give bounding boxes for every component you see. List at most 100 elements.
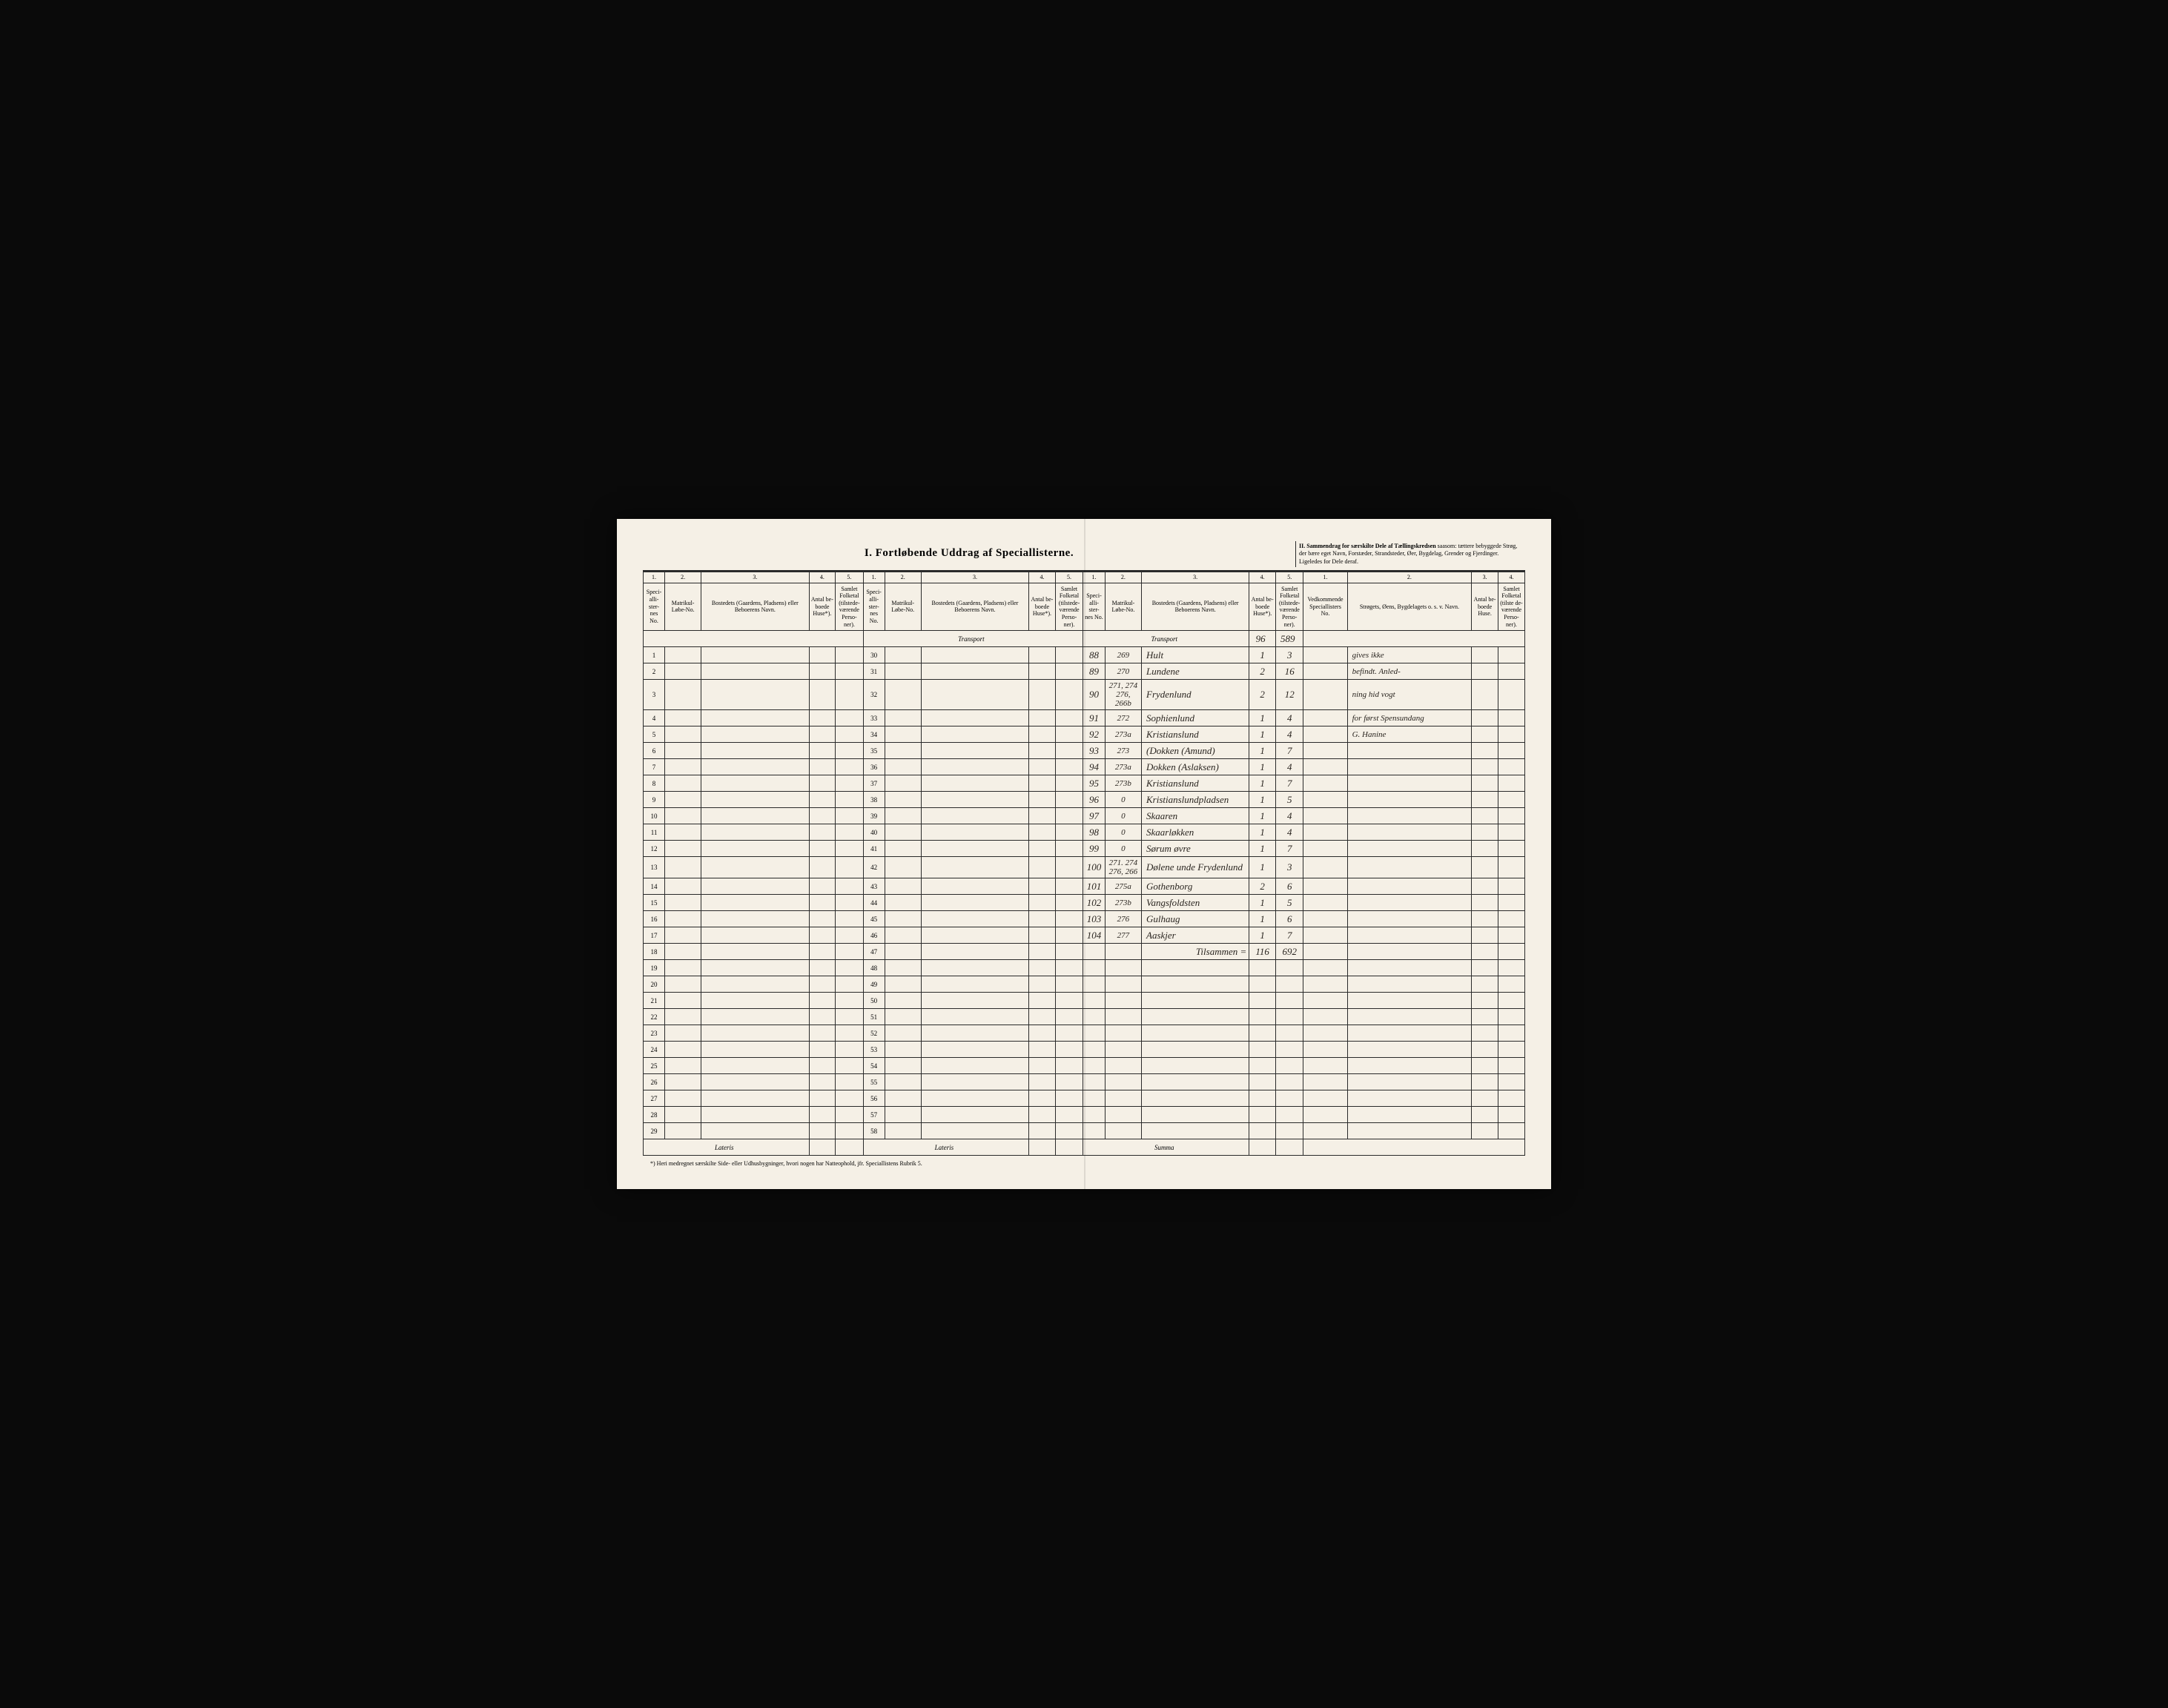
column-number-row: 1.2.3.4.5.1.2.3.4.5.1.2.3.4.5.1.2.3.4. — [644, 572, 1525, 583]
table-row: 8 37 95 273b Kristianslund 1 7 — [644, 775, 1525, 792]
col-header: Vedkommende Speciallisters No. — [1303, 583, 1347, 631]
row-no-left: 23 — [644, 1025, 665, 1042]
entry-huse: 1 — [1249, 647, 1276, 663]
entry-name: Sophienlund — [1142, 710, 1249, 726]
entry-folk: 3 — [1276, 857, 1303, 878]
entry-name: Sørum øvre — [1142, 841, 1249, 857]
entry-mat: 273 — [1105, 743, 1141, 759]
entry-name: Frydenlund — [1142, 680, 1249, 710]
col-num: 2. — [885, 572, 921, 583]
row-no-mid: 43 — [863, 878, 885, 895]
col-header: Bostedets (Gaardens, Pladsens) eller Beb… — [921, 583, 1028, 631]
entry-folk — [1276, 1074, 1303, 1090]
right-note — [1347, 944, 1472, 960]
entry-no: 98 — [1083, 824, 1106, 841]
col-num: 3. — [1472, 572, 1498, 583]
right-note — [1347, 976, 1472, 993]
entry-mat: 270 — [1105, 663, 1141, 680]
entry-mat — [1105, 944, 1141, 960]
right-note — [1347, 878, 1472, 895]
entry-huse: 1 — [1249, 857, 1276, 878]
entry-mat — [1105, 1058, 1141, 1074]
col-num: 3. — [1142, 572, 1249, 583]
table-row: 15 44 102 273b Vangsfoldsten 1 5 — [644, 895, 1525, 911]
entry-name — [1142, 1042, 1249, 1058]
entry-mat: 271, 274 276, 266b — [1105, 680, 1141, 710]
row-no-left: 18 — [644, 944, 665, 960]
table-row: 23 52 — [644, 1025, 1525, 1042]
entry-mat — [1105, 1090, 1141, 1107]
entry-huse — [1249, 1009, 1276, 1025]
right-note — [1347, 824, 1472, 841]
entry-huse: 1 — [1249, 895, 1276, 911]
table-row: 14 43 101 275a Gothenborg 2 6 — [644, 878, 1525, 895]
table-row: 4 33 91 272 Sophienlund 1 4 for først Sp… — [644, 710, 1525, 726]
entry-mat — [1105, 1025, 1141, 1042]
entry-no — [1083, 993, 1106, 1009]
table-row: 6 35 93 273 (Dokken (Amund) 1 7 — [644, 743, 1525, 759]
col-header: Samlet Folketal (tilstede-værende Perso-… — [1055, 583, 1083, 631]
col-header: Matrikul-Løbe-No. — [665, 583, 701, 631]
col-num: 2. — [1105, 572, 1141, 583]
col-num: 1. — [644, 572, 665, 583]
right-note — [1347, 841, 1472, 857]
entry-name — [1142, 1058, 1249, 1074]
row-no-mid: 51 — [863, 1009, 885, 1025]
row-no-left: 12 — [644, 841, 665, 857]
right-note — [1347, 911, 1472, 927]
right-note — [1347, 792, 1472, 808]
row-no-mid: 45 — [863, 911, 885, 927]
entry-folk: 4 — [1276, 726, 1303, 743]
row-no-mid: 53 — [863, 1042, 885, 1058]
entry-mat — [1105, 1123, 1141, 1139]
table-row: 2 31 89 270 Lundene 2 16 befindt. Anled- — [644, 663, 1525, 680]
entry-name: Kristianslund — [1142, 775, 1249, 792]
right-note — [1347, 743, 1472, 759]
title-row: I. Fortløbende Uddrag af Speciallisterne… — [643, 541, 1525, 572]
row-no-mid: 57 — [863, 1107, 885, 1123]
entry-name — [1142, 1025, 1249, 1042]
entry-folk: 4 — [1276, 808, 1303, 824]
entry-huse: 1 — [1249, 726, 1276, 743]
row-no-mid: 35 — [863, 743, 885, 759]
entry-folk: 5 — [1276, 792, 1303, 808]
row-no-left: 15 — [644, 895, 665, 911]
entry-no — [1083, 1123, 1106, 1139]
entry-no — [1083, 1074, 1106, 1090]
row-no-mid: 39 — [863, 808, 885, 824]
right-note — [1347, 927, 1472, 944]
col-num: 5. — [1276, 572, 1303, 583]
entry-no: 93 — [1083, 743, 1106, 759]
table-row: 3 32 90 271, 274 276, 266b Frydenlund 2 … — [644, 680, 1525, 710]
entry-no: 90 — [1083, 680, 1106, 710]
entry-folk: 4 — [1276, 824, 1303, 841]
entry-name — [1142, 1009, 1249, 1025]
row-no-left: 2 — [644, 663, 665, 680]
right-note — [1347, 808, 1472, 824]
lateris-label: Lateris — [644, 1139, 810, 1156]
row-no-left: 17 — [644, 927, 665, 944]
right-note: befindt. Anled- — [1347, 663, 1472, 680]
right-note: for først Spensundang — [1347, 710, 1472, 726]
row-no-left: 29 — [644, 1123, 665, 1139]
col-num: 4. — [1029, 572, 1056, 583]
entry-mat: 273a — [1105, 759, 1141, 775]
col-header: Antal be-boede Huse*). — [809, 583, 836, 631]
entry-name — [1142, 976, 1249, 993]
entry-mat — [1105, 1107, 1141, 1123]
entry-no: 100 — [1083, 857, 1106, 878]
entry-mat: 275a — [1105, 878, 1141, 895]
row-no-mid: 46 — [863, 927, 885, 944]
row-no-left: 13 — [644, 857, 665, 878]
entry-name — [1142, 1107, 1249, 1123]
right-note — [1347, 1009, 1472, 1025]
entry-name: Hult — [1142, 647, 1249, 663]
entry-no: 97 — [1083, 808, 1106, 824]
entry-no — [1083, 976, 1106, 993]
right-note — [1347, 895, 1472, 911]
transport-label: Transport — [1083, 631, 1249, 647]
row-no-left: 11 — [644, 824, 665, 841]
section-ii-header: II. Sammendrag for særskilte Dele af Tæl… — [1295, 541, 1525, 567]
entry-huse — [1249, 1042, 1276, 1058]
col-header: Speci-alli-ster-nes No. — [1083, 583, 1106, 631]
